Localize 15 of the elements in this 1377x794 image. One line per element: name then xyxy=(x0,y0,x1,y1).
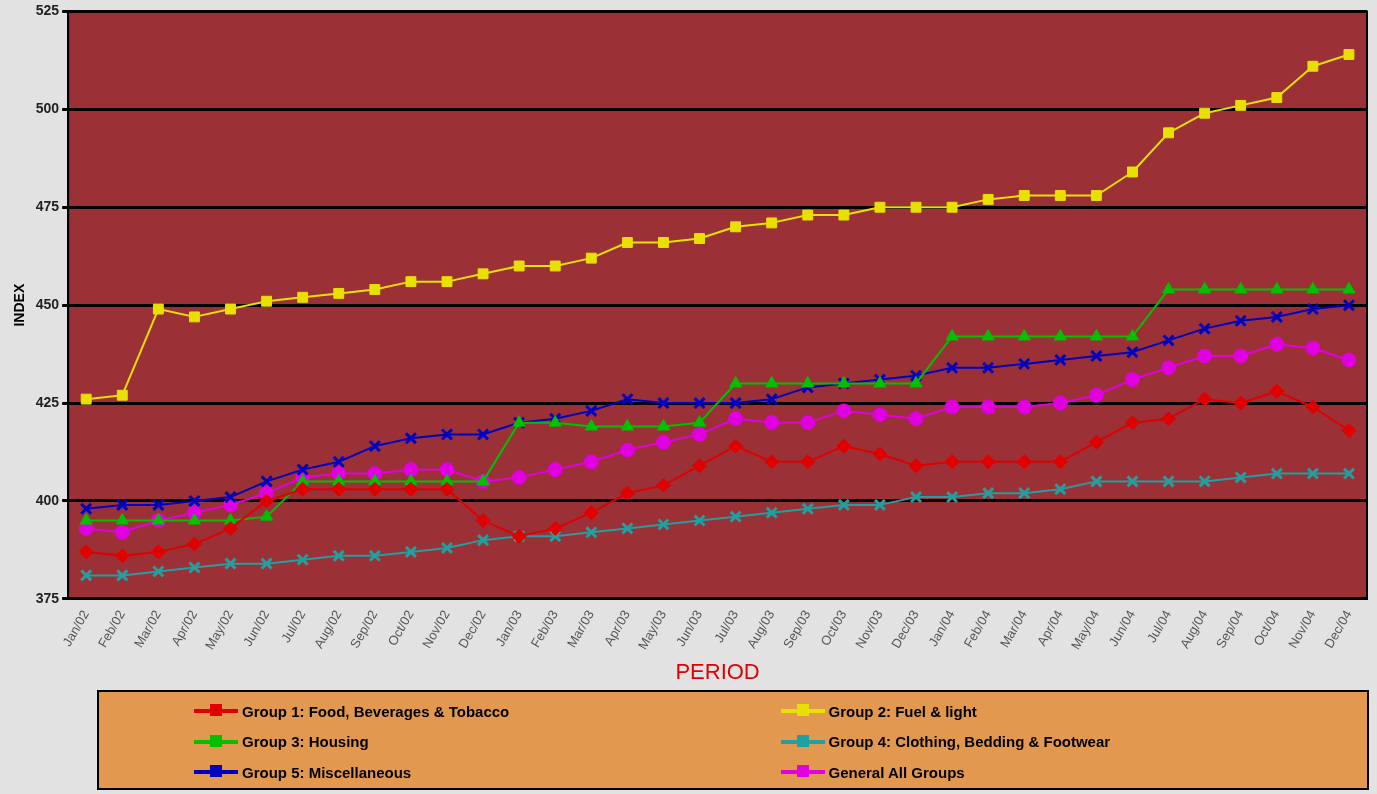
legend-label: Group 1: Food, Beverages & Tobacco xyxy=(241,701,511,722)
y-tick-label: 500 xyxy=(35,100,60,117)
y-tick-label: 425 xyxy=(35,393,60,410)
y-tick-label: 475 xyxy=(35,198,60,215)
y-tick-label: 400 xyxy=(35,491,60,508)
y-tick-label: 375 xyxy=(35,589,60,606)
x-axis-title: PERIOD xyxy=(675,658,760,684)
legend-label: Group 3: Housing xyxy=(241,732,370,753)
legend-label: Group 4: Clothing, Bedding & Footwear xyxy=(827,732,1112,753)
legend-label: Group 5: Miscellaneous xyxy=(241,762,413,783)
legend-label: Group 2: Fuel & light xyxy=(827,701,978,722)
legend-label: General All Groups xyxy=(827,762,966,783)
y-tick-label: 450 xyxy=(35,296,60,312)
y-axis-title: INDEX xyxy=(11,283,28,327)
y-tick-label: 525 xyxy=(35,2,60,19)
